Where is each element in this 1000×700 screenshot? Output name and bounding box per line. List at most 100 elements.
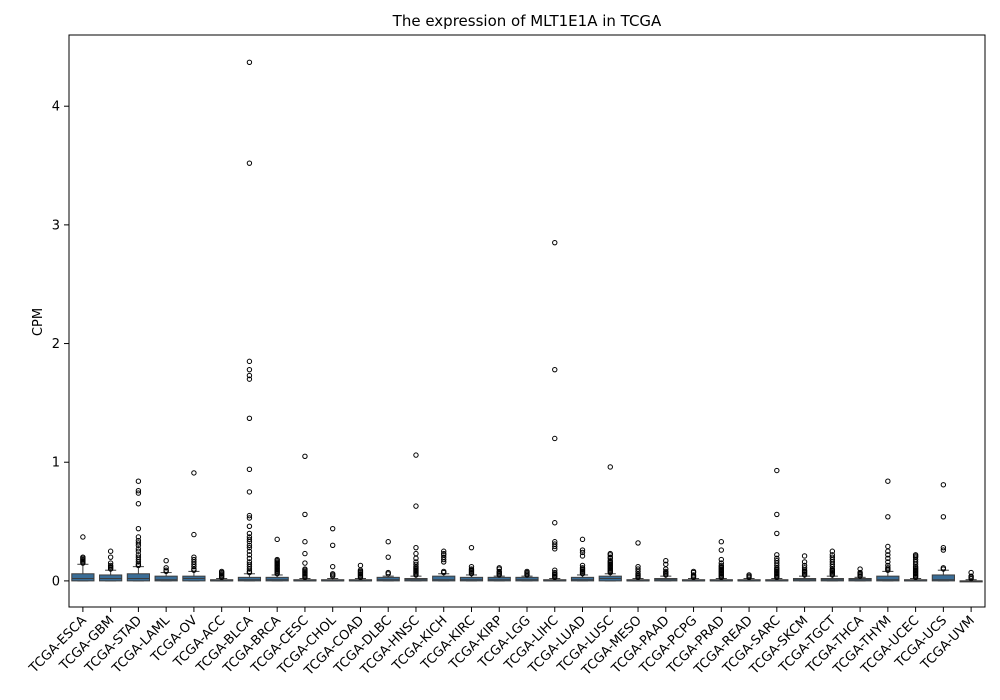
outlier-point bbox=[441, 556, 447, 563]
outlier-point bbox=[552, 520, 558, 526]
outlier-point bbox=[774, 467, 780, 474]
outlier-point bbox=[885, 555, 891, 562]
outlier-point bbox=[191, 531, 197, 538]
outlier-point bbox=[135, 490, 142, 496]
box-tcga-paad bbox=[654, 558, 678, 582]
outlier-point bbox=[246, 536, 253, 543]
outlier-point bbox=[163, 558, 169, 564]
box-tcga-lihc bbox=[543, 239, 567, 582]
outlier-point bbox=[552, 574, 558, 581]
outlier-point bbox=[329, 573, 336, 579]
outlier-point bbox=[885, 478, 891, 484]
outlier-point bbox=[135, 525, 142, 532]
box-body bbox=[432, 575, 456, 582]
outlier-point bbox=[829, 572, 836, 578]
outlier-point bbox=[246, 466, 253, 473]
outlier-point bbox=[135, 540, 142, 546]
outlier-point bbox=[552, 546, 558, 552]
outlier-point bbox=[246, 569, 253, 576]
y-axis-ticks: 0 1 2 3 4 bbox=[52, 100, 69, 589]
outlier-point bbox=[885, 567, 891, 573]
outlier-point bbox=[912, 574, 919, 581]
outlier-point bbox=[135, 546, 142, 552]
box-tcga-blca bbox=[237, 59, 262, 582]
outlier-point bbox=[191, 567, 197, 573]
box-tcga-chol bbox=[321, 525, 345, 582]
outlier-point bbox=[163, 565, 169, 571]
box-tcga-kirp bbox=[487, 565, 511, 582]
box-body bbox=[487, 576, 511, 582]
plot-frame bbox=[68, 34, 986, 608]
outlier-point bbox=[718, 574, 725, 581]
box-body bbox=[154, 575, 178, 582]
outlier-point bbox=[246, 512, 253, 519]
box-body bbox=[237, 576, 262, 582]
outlier-point bbox=[774, 574, 780, 581]
box-tcga-dlbc bbox=[376, 539, 400, 582]
outlier-point bbox=[746, 574, 752, 581]
outlier-point bbox=[413, 544, 419, 551]
outlier-point bbox=[774, 530, 780, 537]
outlier-point bbox=[441, 548, 447, 554]
outlier-point bbox=[385, 554, 391, 560]
box-tcga-ucec bbox=[904, 552, 928, 582]
outlier-point bbox=[302, 511, 308, 518]
box-tcga-lusc bbox=[598, 464, 622, 582]
outlier-point bbox=[246, 552, 253, 558]
outlier-point bbox=[218, 574, 225, 581]
outlier-point bbox=[690, 574, 697, 581]
outlier-point bbox=[968, 575, 974, 582]
outlier-point bbox=[413, 503, 419, 509]
outlier-point bbox=[940, 547, 947, 553]
box-tcga-ov bbox=[182, 470, 206, 582]
outlier-point bbox=[552, 366, 558, 373]
outlier-point bbox=[246, 544, 253, 551]
outlier-point bbox=[246, 358, 253, 365]
box-tcga-brca bbox=[265, 536, 289, 582]
outlier-point bbox=[246, 366, 253, 373]
box-tcga-tgct bbox=[820, 548, 844, 582]
box-body bbox=[265, 576, 289, 582]
outlier-point bbox=[274, 571, 280, 577]
box-tcga-gbm bbox=[99, 548, 123, 582]
box-tcga-pcpg bbox=[681, 568, 706, 582]
box-tcga-skcm bbox=[792, 553, 817, 582]
box-tcga-thca bbox=[848, 566, 872, 582]
outlier-point bbox=[274, 536, 280, 543]
box-tcga-thym bbox=[876, 478, 900, 582]
outlier-point bbox=[718, 556, 725, 563]
y-tick-label: 1 bbox=[52, 456, 60, 471]
x-axis-ticks: TCGA-ESCATCGA-GBMTCGA-STADTCGA-LAMLTCGA-… bbox=[26, 607, 978, 679]
outlier-point bbox=[413, 555, 419, 562]
outlier-point bbox=[246, 160, 253, 166]
y-tick-label: 0 bbox=[52, 574, 60, 589]
outlier-point bbox=[191, 563, 197, 570]
outlier-point bbox=[635, 540, 641, 546]
outlier-point bbox=[246, 566, 253, 572]
outlier-point bbox=[885, 543, 891, 550]
outlier-point bbox=[413, 550, 419, 557]
box-body bbox=[876, 575, 900, 582]
outlier-point bbox=[135, 534, 142, 540]
box-tcga-sarc bbox=[765, 467, 789, 582]
box-tcga-esca bbox=[71, 534, 95, 582]
box-body bbox=[459, 576, 484, 582]
outlier-point bbox=[885, 514, 891, 520]
outlier-point bbox=[885, 559, 891, 565]
box-tcga-luad bbox=[570, 536, 595, 582]
outlier-point bbox=[801, 572, 808, 578]
outlier-point bbox=[246, 489, 253, 495]
outlier-point bbox=[107, 554, 114, 560]
outlier-point bbox=[329, 542, 336, 548]
outlier-point bbox=[718, 539, 725, 545]
box-body bbox=[515, 576, 539, 582]
box-body bbox=[376, 576, 400, 582]
outlier-point bbox=[552, 435, 558, 442]
outlier-point bbox=[607, 552, 613, 558]
outlier-point bbox=[579, 571, 586, 577]
chart-title: The expression of MLT1E1A in TCGA bbox=[392, 12, 662, 30]
outlier-point bbox=[885, 552, 891, 558]
box-body bbox=[570, 576, 595, 582]
outlier-point bbox=[302, 560, 308, 566]
